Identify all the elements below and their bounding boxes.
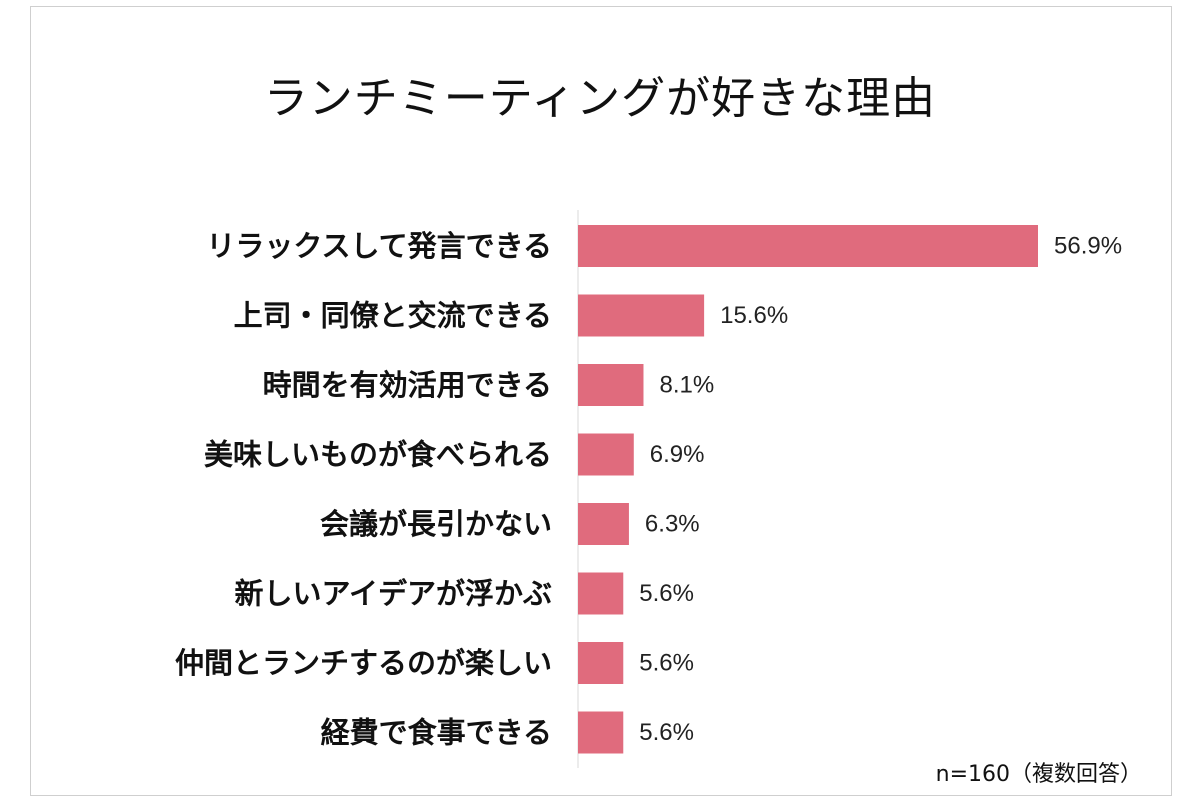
category-label-7: 経費で食事できる <box>321 716 552 750</box>
category-label-2: 時間を有効活用できる <box>263 368 552 402</box>
category-label-3: 美味しいものが食べられる <box>204 438 552 472</box>
value-label-4: 6.3% <box>645 511 700 538</box>
bar-1 <box>578 294 705 337</box>
value-label-6: 5.6% <box>639 650 694 677</box>
bar-7 <box>578 711 624 754</box>
category-label-0: リラックスして発言できる <box>206 229 552 263</box>
sample-note: n=160（複数回答） <box>935 762 1142 787</box>
bar-6 <box>578 642 624 684</box>
bar-0 <box>578 225 1038 267</box>
bar-4 <box>578 503 629 545</box>
bar-2 <box>578 364 644 406</box>
value-label-1: 15.6% <box>720 302 788 329</box>
category-label-5: 新しいアイデアが浮かぶ <box>234 577 552 611</box>
bar-3 <box>578 433 634 476</box>
value-label-3: 6.9% <box>650 441 705 468</box>
category-label-4: 会議が長引かない <box>320 507 552 541</box>
value-label-2: 8.1% <box>659 372 714 399</box>
value-label-5: 5.6% <box>639 580 694 607</box>
value-label-7: 5.6% <box>639 719 694 746</box>
category-label-1: 上司・同僚と交流できる <box>234 299 552 333</box>
bar-5 <box>578 572 624 615</box>
value-label-0: 56.9% <box>1054 233 1122 260</box>
category-label-6: 仲間とランチするのが楽しい <box>175 646 552 680</box>
chart-title: ランチミーティングが好きな理由 <box>263 73 937 124</box>
